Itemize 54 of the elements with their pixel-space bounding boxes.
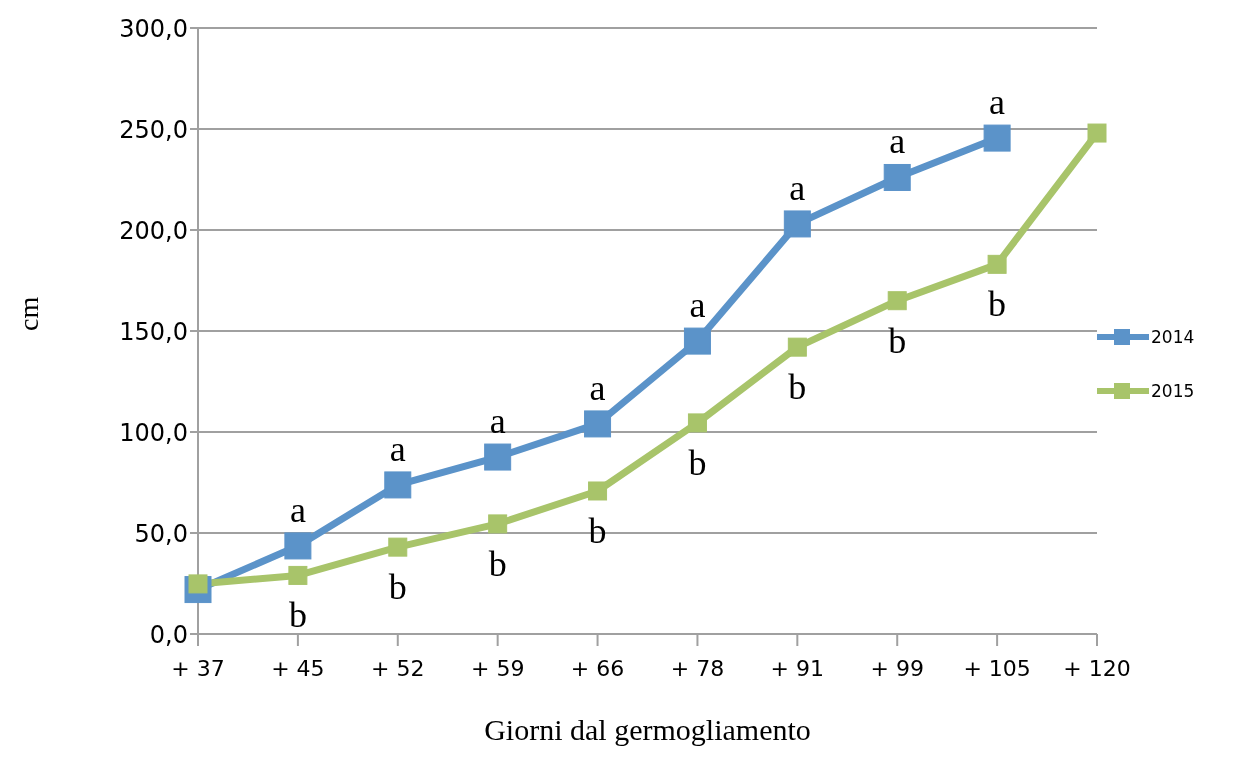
point (484, 443, 512, 471)
point (284, 532, 312, 560)
point (787, 337, 807, 357)
point (687, 413, 707, 433)
x-tick-label: + 78 (670, 655, 725, 681)
annotation: b (788, 367, 807, 408)
x-tick-label: + 91 (770, 655, 825, 681)
point (1087, 123, 1107, 143)
y-tick-label: 200,0 (119, 216, 188, 245)
y-tick-label: 100,0 (119, 418, 188, 447)
x-tick-label: + 105 (963, 655, 1031, 681)
annotation: b (888, 320, 907, 361)
y-tick-label: 0,0 (149, 620, 188, 649)
annotation: b (688, 442, 707, 483)
point (388, 537, 408, 557)
annotation: a (389, 428, 406, 469)
legend-label: 2014 (1151, 327, 1195, 347)
x-tick-label: + 37 (171, 655, 225, 681)
annotation: a (789, 167, 806, 208)
x-axis-title: Giorni dal germogliamento (484, 713, 811, 746)
y-axis-title: cm (12, 296, 44, 331)
x-tick-label: + 99 (870, 655, 924, 681)
annotation: a (889, 121, 906, 162)
annotation: a (289, 489, 306, 530)
annotation: a (989, 82, 1006, 123)
point (288, 565, 308, 585)
point (783, 210, 811, 238)
annotation: b (988, 284, 1007, 325)
x-tick-label: + 52 (371, 655, 425, 681)
x-tick-label: + 45 (271, 655, 325, 681)
point (384, 471, 412, 499)
point (983, 124, 1011, 152)
annotation: b (388, 567, 407, 608)
point (588, 481, 608, 501)
point (883, 163, 911, 191)
annotation: b (588, 510, 607, 551)
annotation: b (488, 543, 507, 584)
point (887, 291, 907, 311)
annotation: a (689, 285, 706, 326)
x-tick-label: + 120 (1063, 655, 1131, 681)
x-tick-label: + 59 (470, 655, 525, 681)
x-tick-label: + 66 (570, 655, 625, 681)
y-tick-label: 50,0 (134, 519, 188, 548)
point (987, 254, 1007, 274)
point (488, 514, 508, 534)
y-tick-label: 150,0 (119, 317, 188, 346)
legend-label: 2015 (1151, 381, 1195, 401)
y-tick-label: 300,0 (119, 14, 188, 43)
y-tick-label: 250,0 (119, 115, 188, 144)
point (584, 410, 612, 438)
annotation: a (589, 367, 606, 408)
annotation: a (489, 401, 506, 442)
point (683, 327, 711, 355)
annotation: b (288, 595, 307, 636)
